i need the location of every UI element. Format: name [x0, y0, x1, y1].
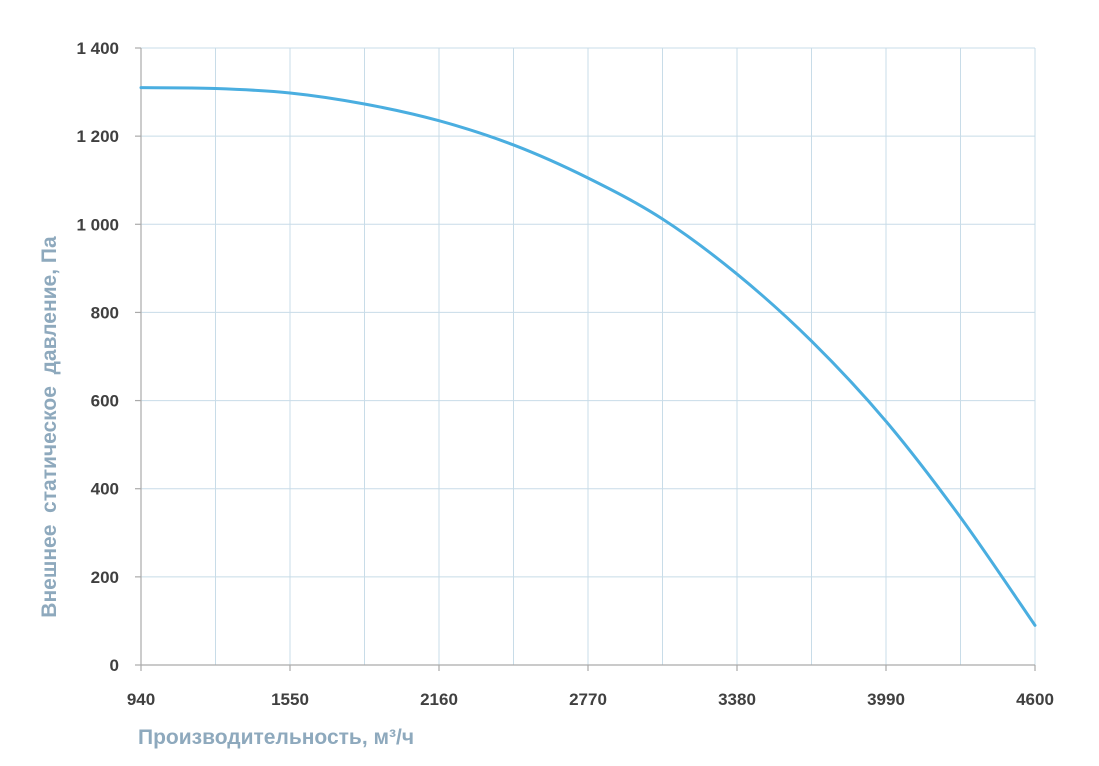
- x-tick-label: 1550: [271, 690, 309, 709]
- x-tick-label: 4600: [1016, 690, 1054, 709]
- x-tick-label: 3380: [718, 690, 756, 709]
- x-tick-label: 3990: [867, 690, 905, 709]
- y-tick-label: 1 000: [76, 215, 119, 234]
- y-tick-label: 800: [91, 303, 119, 322]
- grid: [141, 47, 1036, 665]
- y-tick-label: 200: [91, 568, 119, 587]
- axes: [135, 47, 1036, 671]
- series-lines: [139, 86, 1037, 627]
- x-tick-labels: 940 1550 2160 2770 3380 3990 4600: [127, 690, 1054, 709]
- x-axis-title: Производительность, м³/ч: [138, 726, 414, 749]
- y-tick-label: 1 400: [76, 39, 119, 58]
- y-tick-label: 600: [91, 392, 119, 411]
- y-tick-label: 400: [91, 480, 119, 499]
- y-axis-title: Внешнее статическое давление, Па: [38, 236, 61, 618]
- x-tick-label: 940: [127, 690, 155, 709]
- x-tick-label: 2160: [420, 690, 458, 709]
- x-tick-label: 2770: [569, 690, 607, 709]
- series-line: [139, 86, 1037, 627]
- y-tick-labels: 0 200 400 600 800 1 000 1 200 1 400: [76, 39, 119, 675]
- y-tick-label: 1 200: [76, 127, 119, 146]
- y-tick-label: 0: [110, 656, 119, 675]
